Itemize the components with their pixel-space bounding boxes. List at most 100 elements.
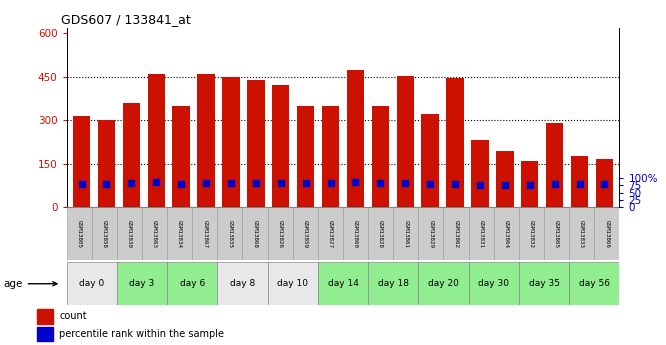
Point <box>350 179 361 185</box>
Bar <box>469 207 494 260</box>
Text: GSM13863: GSM13863 <box>152 220 157 248</box>
Point <box>450 181 460 187</box>
Text: GSM13867: GSM13867 <box>202 220 207 248</box>
Bar <box>67 262 117 305</box>
Bar <box>167 262 217 305</box>
Point <box>425 181 436 187</box>
Point <box>574 182 585 187</box>
Bar <box>148 74 165 207</box>
Text: day 30: day 30 <box>478 279 509 288</box>
Bar <box>172 106 190 207</box>
Text: GSM13861: GSM13861 <box>404 220 408 248</box>
Point <box>250 180 261 186</box>
Bar <box>247 80 264 207</box>
Bar <box>544 207 569 260</box>
Bar <box>372 106 389 207</box>
Point <box>549 181 560 187</box>
Text: GSM13826: GSM13826 <box>278 220 282 248</box>
Text: GSM13860: GSM13860 <box>353 220 358 248</box>
Bar <box>117 262 167 305</box>
Bar <box>123 104 140 207</box>
Bar <box>595 159 613 207</box>
Point <box>599 182 610 187</box>
Bar <box>444 207 469 260</box>
Point <box>325 180 336 186</box>
Text: day 0: day 0 <box>79 279 105 288</box>
Bar <box>469 262 519 305</box>
Bar <box>117 207 142 260</box>
Bar <box>293 207 318 260</box>
Bar <box>594 207 619 260</box>
Text: count: count <box>59 311 87 321</box>
Bar <box>37 309 53 324</box>
Bar <box>422 115 439 207</box>
Text: day 35: day 35 <box>529 279 559 288</box>
Bar <box>519 262 569 305</box>
Bar <box>67 207 92 260</box>
Text: GSM13865: GSM13865 <box>554 220 559 248</box>
Text: GSM13833: GSM13833 <box>579 220 584 248</box>
Text: GSM13868: GSM13868 <box>252 220 258 248</box>
Text: day 14: day 14 <box>328 279 358 288</box>
Point <box>276 180 286 186</box>
Text: percentile rank within the sample: percentile rank within the sample <box>59 329 224 339</box>
Text: GSM13834: GSM13834 <box>177 220 182 248</box>
Bar <box>347 70 364 207</box>
Text: GSM13864: GSM13864 <box>503 220 509 248</box>
Text: GSM13866: GSM13866 <box>604 220 609 248</box>
Text: day 20: day 20 <box>428 279 459 288</box>
Point <box>226 180 236 186</box>
Bar <box>142 207 167 260</box>
Text: day 3: day 3 <box>129 279 155 288</box>
Bar <box>571 156 588 207</box>
Bar <box>569 262 619 305</box>
Bar <box>396 76 414 207</box>
Text: day 8: day 8 <box>230 279 255 288</box>
Text: GDS607 / 133841_at: GDS607 / 133841_at <box>61 13 191 27</box>
Point <box>151 179 162 185</box>
Bar <box>268 207 293 260</box>
Bar <box>297 106 314 207</box>
Point <box>475 182 486 187</box>
Point <box>524 182 535 188</box>
Text: GSM13828: GSM13828 <box>378 220 383 248</box>
Bar <box>318 262 368 305</box>
Bar <box>272 86 290 207</box>
Bar <box>242 207 268 260</box>
Text: GSM13805: GSM13805 <box>77 220 82 248</box>
Bar <box>197 74 214 207</box>
Bar <box>569 207 594 260</box>
Point <box>375 180 386 186</box>
Text: GSM13835: GSM13835 <box>227 220 232 248</box>
Bar <box>546 123 563 207</box>
Point <box>126 180 137 186</box>
Bar <box>368 262 418 305</box>
Point <box>500 182 510 187</box>
Text: GSM13830: GSM13830 <box>127 220 132 248</box>
Text: age: age <box>3 279 57 289</box>
Text: day 56: day 56 <box>579 279 610 288</box>
Bar <box>418 262 469 305</box>
Point <box>101 182 112 187</box>
Text: GSM13831: GSM13831 <box>479 220 484 248</box>
Bar <box>494 207 519 260</box>
Bar <box>217 207 242 260</box>
Point <box>76 181 87 187</box>
Text: GSM13832: GSM13832 <box>529 220 534 248</box>
Bar <box>222 77 240 207</box>
Bar <box>318 207 343 260</box>
Bar <box>521 161 538 207</box>
Bar <box>98 120 115 207</box>
Text: day 6: day 6 <box>180 279 205 288</box>
Point <box>176 181 186 186</box>
Text: GSM13827: GSM13827 <box>328 220 333 248</box>
Bar <box>37 327 53 342</box>
Bar <box>217 262 268 305</box>
Bar <box>368 207 393 260</box>
Text: GSM13859: GSM13859 <box>303 220 308 248</box>
Bar <box>268 262 318 305</box>
Text: GSM13858: GSM13858 <box>102 220 107 248</box>
Text: GSM13862: GSM13862 <box>454 220 459 248</box>
Text: day 10: day 10 <box>277 279 308 288</box>
Point <box>400 180 410 186</box>
